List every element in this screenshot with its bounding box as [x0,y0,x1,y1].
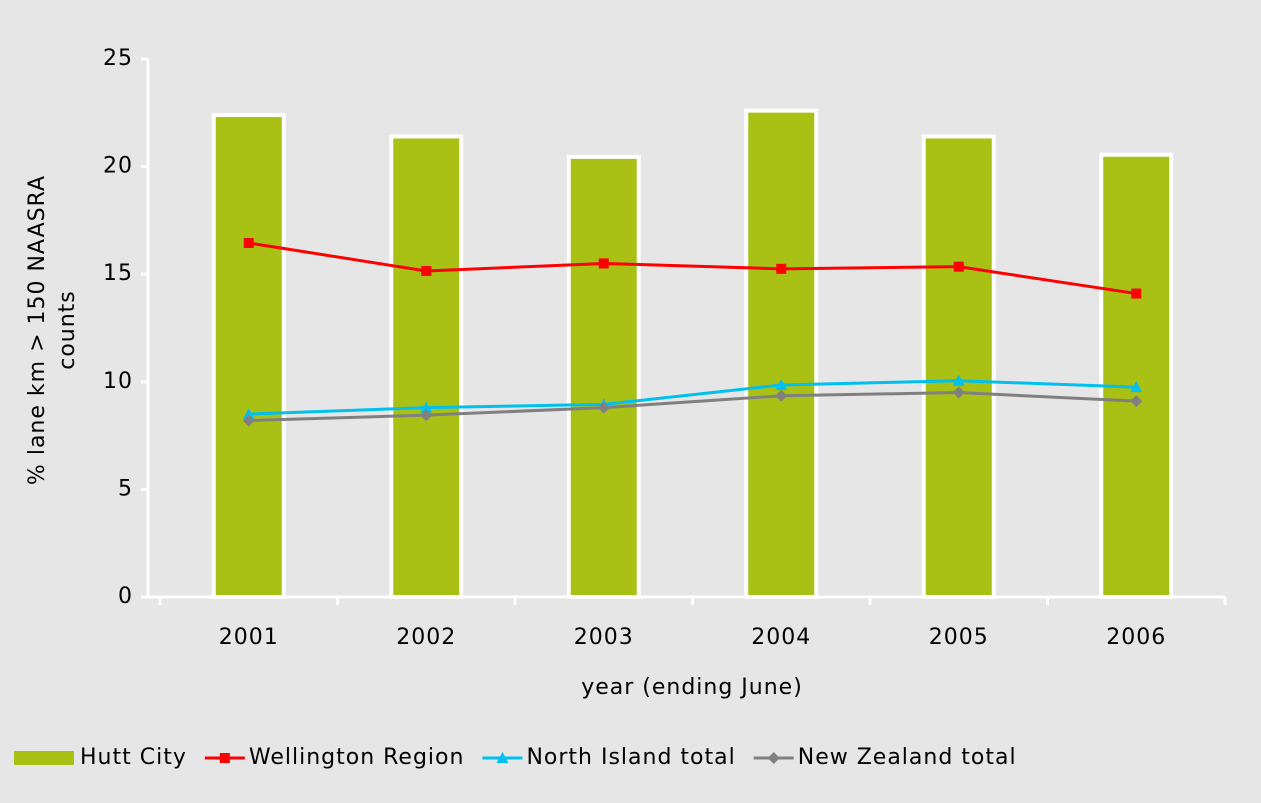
y-tick-label: 25 [103,46,133,71]
marker [952,386,965,399]
y-tick-label: 10 [103,369,133,394]
marker [597,401,610,414]
legend-swatch [14,751,74,765]
legend-label: New Zealand total [798,745,1017,770]
bar [744,108,819,599]
bar [211,112,286,600]
y-axis-label-line: % lane km > 150 NAASRA [25,175,50,485]
x-tick-label: 2001 [219,625,279,650]
y-tick-label: 15 [103,261,133,286]
marker [420,409,433,422]
marker [1130,395,1143,408]
x-tick-label: 2002 [396,625,456,650]
marker [1131,288,1142,299]
x-axis-label: year (ending June) [581,675,803,700]
legend-label: Hutt City [80,745,187,770]
legend-marker [496,752,509,763]
bar [921,134,996,600]
x-tick-label: 2004 [751,625,811,650]
marker [952,374,965,386]
marker [420,401,433,413]
marker [243,237,254,248]
x-tick-label: 2006 [1106,625,1166,650]
line [248,379,1137,416]
x-tick-label: 2003 [574,625,634,650]
y-tick-label: 20 [103,154,133,179]
marker [242,408,255,420]
legend-marker [767,752,780,764]
y-axis-label: % lane km > 150 NAASRA counts [25,175,80,485]
y-tick-label: 5 [118,476,133,501]
line [248,241,1137,296]
bar [1099,152,1174,599]
y-axis-label-line: counts [55,290,80,370]
bar [566,154,641,600]
marker [1130,381,1143,393]
legend-marker [219,753,230,763]
line [248,391,1137,423]
y-tick-label: 0 [118,584,133,609]
bar [389,134,464,600]
marker [775,389,788,402]
marker [421,265,432,276]
marker [598,258,609,269]
legend-label: Wellington Region [249,745,465,770]
legend-label: North Island total [526,745,735,770]
marker [242,414,255,427]
marker [775,379,788,391]
marker [776,263,787,274]
x-tick-label: 2005 [929,625,989,650]
marker [953,261,964,272]
